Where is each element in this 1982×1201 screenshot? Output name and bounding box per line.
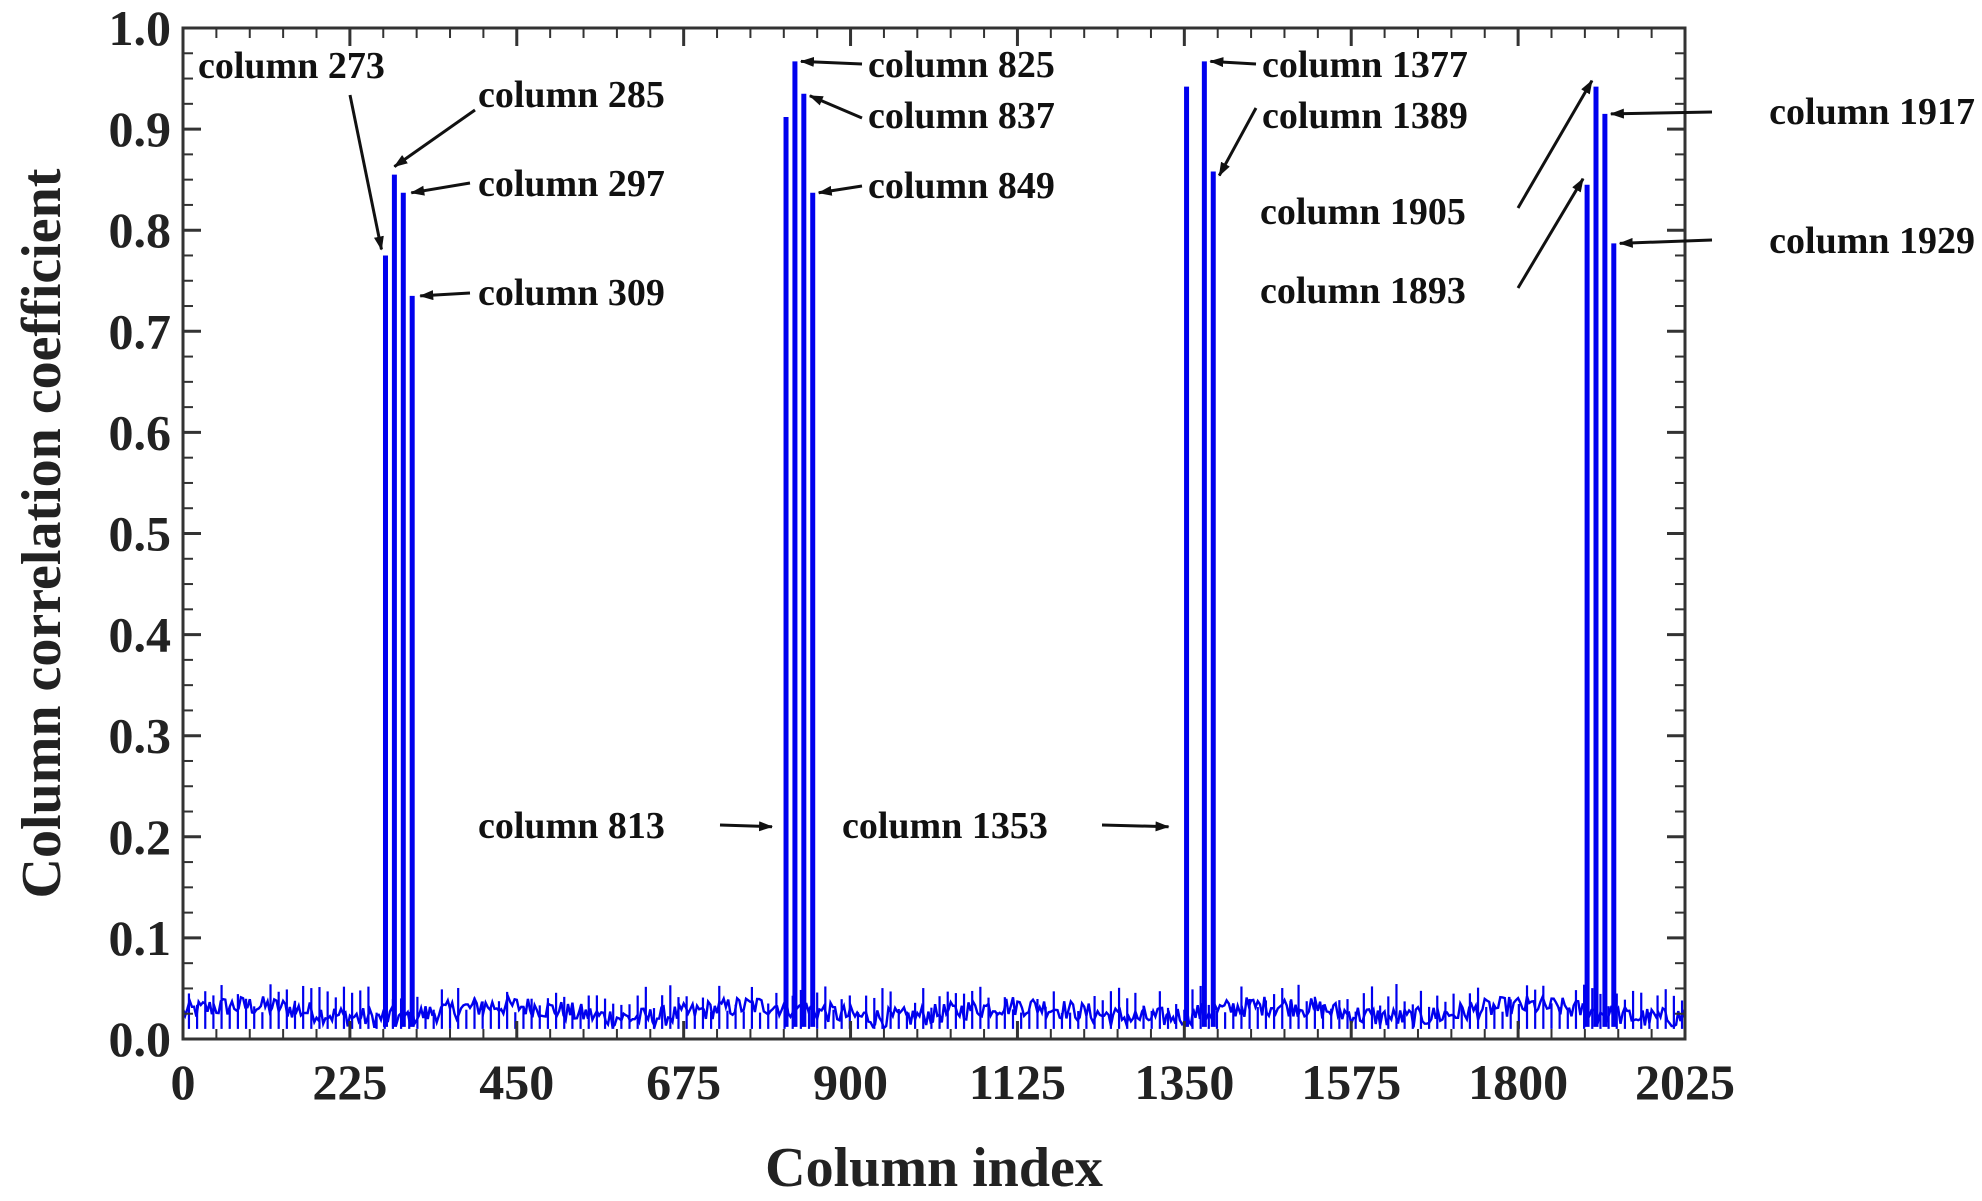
annotation-arrow	[1609, 108, 1713, 119]
annotation-label: column 1917	[1769, 91, 1975, 133]
annotation-label: column 1353	[842, 805, 1048, 847]
annotation-label: column 1377	[1262, 44, 1468, 86]
y-tick-label: 0.7	[109, 303, 172, 359]
annotation-arrow	[1209, 57, 1257, 68]
annotation-label: column 813	[478, 805, 665, 847]
annotation-arrow	[410, 181, 471, 196]
y-tick-label: 0.8	[109, 202, 172, 258]
annotation-label: column 1905	[1260, 191, 1466, 233]
annotation-label: column 273	[198, 45, 385, 87]
y-tick-label: 0.3	[109, 708, 172, 764]
x-tick-label: 1575	[1301, 1054, 1401, 1110]
annotation-arrow	[799, 56, 863, 67]
x-tick-label: 225	[312, 1054, 387, 1110]
baseline-noise	[181, 984, 1687, 1031]
annotation-arrow	[1516, 177, 1585, 289]
x-axis-title: Column index	[765, 1137, 1103, 1199]
annotation-arrow	[1516, 79, 1594, 209]
annotation-label: column 1389	[1262, 95, 1468, 137]
annotation-arrow	[348, 94, 384, 251]
annotation-arrow	[393, 108, 476, 168]
y-tick-label: 0.1	[109, 910, 172, 966]
y-tick-label: 0.2	[109, 809, 172, 865]
x-tick-label: 2025	[1635, 1054, 1735, 1110]
annotation-arrow	[808, 94, 863, 120]
annotation-label: column 309	[478, 272, 665, 314]
y-tick-label: 0.4	[109, 607, 172, 663]
annotation-arrow	[1101, 821, 1170, 832]
annotation-arrow	[817, 184, 863, 196]
x-tick-label: 1350	[1134, 1054, 1234, 1110]
annotation-label: column 849	[868, 165, 1055, 207]
x-tick-label: 1125	[969, 1054, 1066, 1110]
annotation-label: column 1929	[1769, 220, 1975, 262]
y-tick-label: 0.9	[109, 101, 172, 157]
x-tick-label: 900	[813, 1054, 888, 1110]
annotation-label: column 297	[478, 163, 665, 205]
annotation-arrow	[1618, 237, 1713, 248]
y-tick-label: 0.6	[109, 404, 172, 460]
annotation-label: column 1893	[1260, 270, 1466, 312]
annotation-arrow	[419, 290, 471, 301]
annotation-label: column 837	[868, 95, 1055, 137]
axis-ticks: 0 225 450 675 900 1125 1350 1575 1800 2025 0.0 0.1 0…	[109, 0, 1736, 1110]
x-tick-label: 1800	[1468, 1054, 1568, 1110]
x-tick-label: 675	[646, 1054, 721, 1110]
y-tick-label: 0.5	[109, 506, 172, 562]
x-tick-label: 450	[479, 1054, 554, 1110]
annotation-arrow	[1217, 107, 1258, 177]
y-tick-label: 0.0	[109, 1011, 172, 1067]
y-axis-title: Column correlation coefficient	[11, 168, 73, 898]
y-tick-label: 1.0	[109, 0, 172, 56]
x-tick-label: 0	[171, 1054, 196, 1110]
annotation-arrow	[719, 821, 774, 832]
annotation-label: column 285	[478, 74, 665, 116]
peak-bars	[382, 61, 1617, 1027]
annotation-label: column 825	[868, 44, 1055, 86]
annotations: column 273 column 285 column 297 column 309…	[198, 44, 1975, 847]
